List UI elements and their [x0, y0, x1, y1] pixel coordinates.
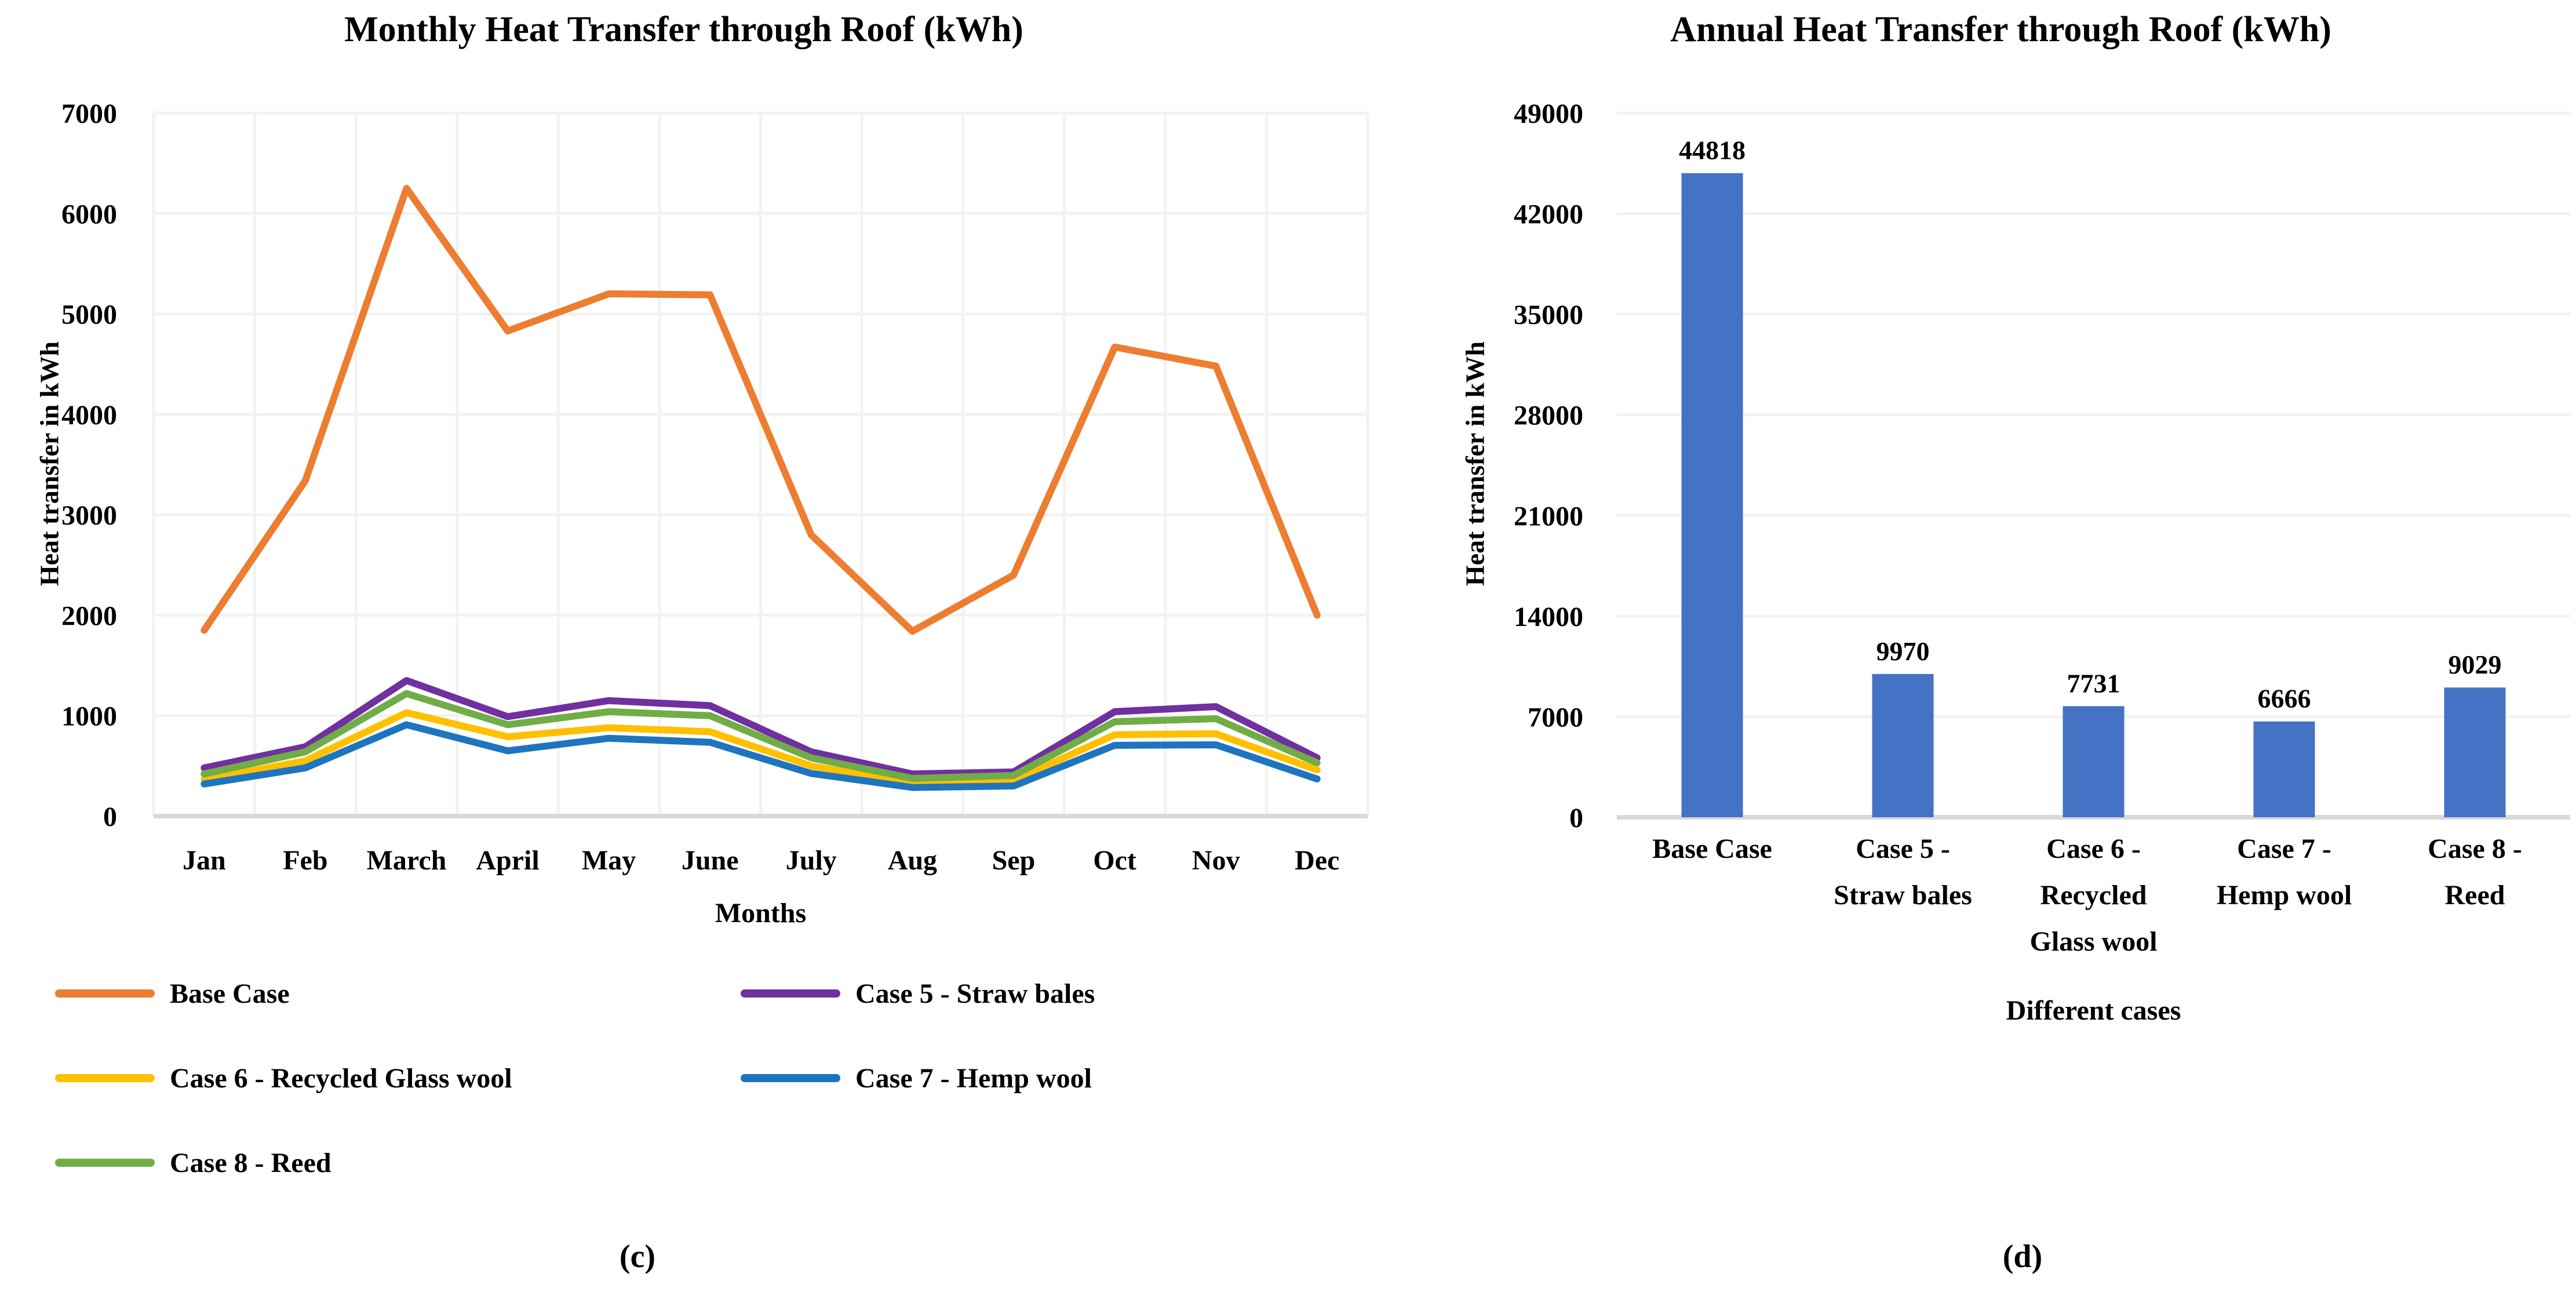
- legend-label-case-7: Case 7 - Hemp wool: [855, 1062, 1092, 1094]
- series-line: [201, 721, 1321, 791]
- x-category-label: Hemp wool: [2217, 880, 2352, 911]
- legend-swatch-case-7: [741, 1074, 840, 1082]
- legend-swatch-case-5: [741, 989, 840, 998]
- legend-label-case-8: Case 8 - Reed: [170, 1147, 331, 1178]
- y-tick-label: 5000: [61, 300, 117, 330]
- series-line: [201, 677, 1321, 778]
- caption-c: (c): [619, 1239, 656, 1275]
- x-category-label: Case 8 -: [2428, 834, 2522, 864]
- y-tick-label: 4000: [61, 400, 117, 431]
- x-category-label: Dec: [1295, 845, 1339, 876]
- y-tick-label: 28000: [1514, 401, 1583, 431]
- x-category-label: Sep: [992, 845, 1036, 876]
- monthly-line-chart: 0 1000 2000 3000 4000 5000 6000 7000 Jan Feb March…: [61, 99, 1369, 876]
- bar: [1872, 674, 1934, 817]
- legend-item-base-case: Base Case: [55, 975, 290, 1012]
- series-line: [201, 690, 1321, 782]
- x-category-label: March: [367, 845, 447, 876]
- x-category-label: July: [786, 845, 837, 876]
- legend-swatch-case-6: [55, 1074, 155, 1082]
- legend-label-case-6: Case 6 - Recycled Glass wool: [170, 1062, 512, 1094]
- annual-x-axis-title: Different cases: [2006, 995, 2181, 1026]
- x-category-label: Aug: [888, 845, 937, 876]
- series-line: [201, 184, 1321, 635]
- y-tick-label: 1000: [61, 701, 117, 732]
- x-category-label: Jan: [183, 845, 226, 876]
- y-tick-label: 14000: [1514, 602, 1583, 632]
- bar-value-label: 6666: [2258, 684, 2311, 714]
- legend-item-case-5: Case 5 - Straw bales: [741, 975, 1095, 1012]
- bar: [2063, 706, 2125, 817]
- x-category-label: Oct: [1093, 845, 1136, 876]
- bar: [2444, 687, 2506, 817]
- x-category-label: May: [582, 845, 636, 876]
- y-tick-label: 0: [103, 802, 117, 832]
- legend-label-base-case: Base Case: [170, 978, 290, 1009]
- annual-bar-chart: 0 7000 14000 21000 28000 35000 42000 49000 44818…: [1514, 99, 2570, 957]
- y-tick-label: 6000: [61, 199, 117, 230]
- x-category-label: Reed: [2445, 880, 2505, 911]
- x-category-label: Straw bales: [1834, 880, 1972, 911]
- bar-value-label: 44818: [1679, 136, 1746, 165]
- legend-item-case-8: Case 8 - Reed: [55, 1144, 331, 1181]
- y-tick-label: 0: [1569, 803, 1583, 834]
- annual-chart-title: Annual Heat Transfer through Roof (kWh): [1670, 10, 2331, 49]
- y-tick-label: 35000: [1514, 300, 1583, 330]
- bar: [1681, 173, 1743, 817]
- bar-value-label: 9970: [1877, 636, 1930, 666]
- y-tick-label: 3000: [61, 500, 117, 531]
- x-category-label: Glass wool: [2030, 926, 2157, 957]
- y-tick-label: 7000: [1528, 702, 1583, 733]
- bar-value-label: 9029: [2449, 650, 2502, 679]
- x-category-label: Feb: [283, 845, 327, 876]
- y-tick-label: 49000: [1514, 99, 1583, 129]
- legend-swatch-case-8: [55, 1159, 155, 1167]
- legend-swatch-base-case: [55, 989, 155, 998]
- series-line: [201, 709, 1321, 787]
- y-tick-label: 2000: [61, 600, 117, 631]
- x-category-label: April: [476, 845, 539, 876]
- x-category-label: June: [682, 845, 739, 876]
- bar: [2253, 721, 2315, 817]
- x-category-label: Recycled: [2041, 880, 2147, 911]
- y-tick-label: 42000: [1514, 199, 1583, 230]
- monthly-x-axis-title: Months: [715, 898, 807, 929]
- caption-d: (d): [2002, 1239, 2043, 1275]
- x-category-label: Case 7 -: [2237, 834, 2331, 864]
- x-category-label: Case 6 -: [2046, 834, 2141, 864]
- monthly-chart-title: Monthly Heat Transfer through Roof (kWh): [344, 10, 1023, 49]
- x-category-label: Base Case: [1652, 834, 1772, 864]
- bar-value-label: 7731: [2067, 668, 2120, 698]
- y-tick-label: 7000: [61, 99, 117, 129]
- legend-item-case-6: Case 6 - Recycled Glass wool: [55, 1060, 512, 1097]
- x-category-label: Nov: [1192, 845, 1240, 876]
- legend-label-case-5: Case 5 - Straw bales: [855, 978, 1095, 1009]
- x-category-label: Case 5 -: [1856, 834, 1950, 864]
- legend-item-case-7: Case 7 - Hemp wool: [741, 1060, 1092, 1097]
- y-tick-label: 21000: [1514, 501, 1583, 532]
